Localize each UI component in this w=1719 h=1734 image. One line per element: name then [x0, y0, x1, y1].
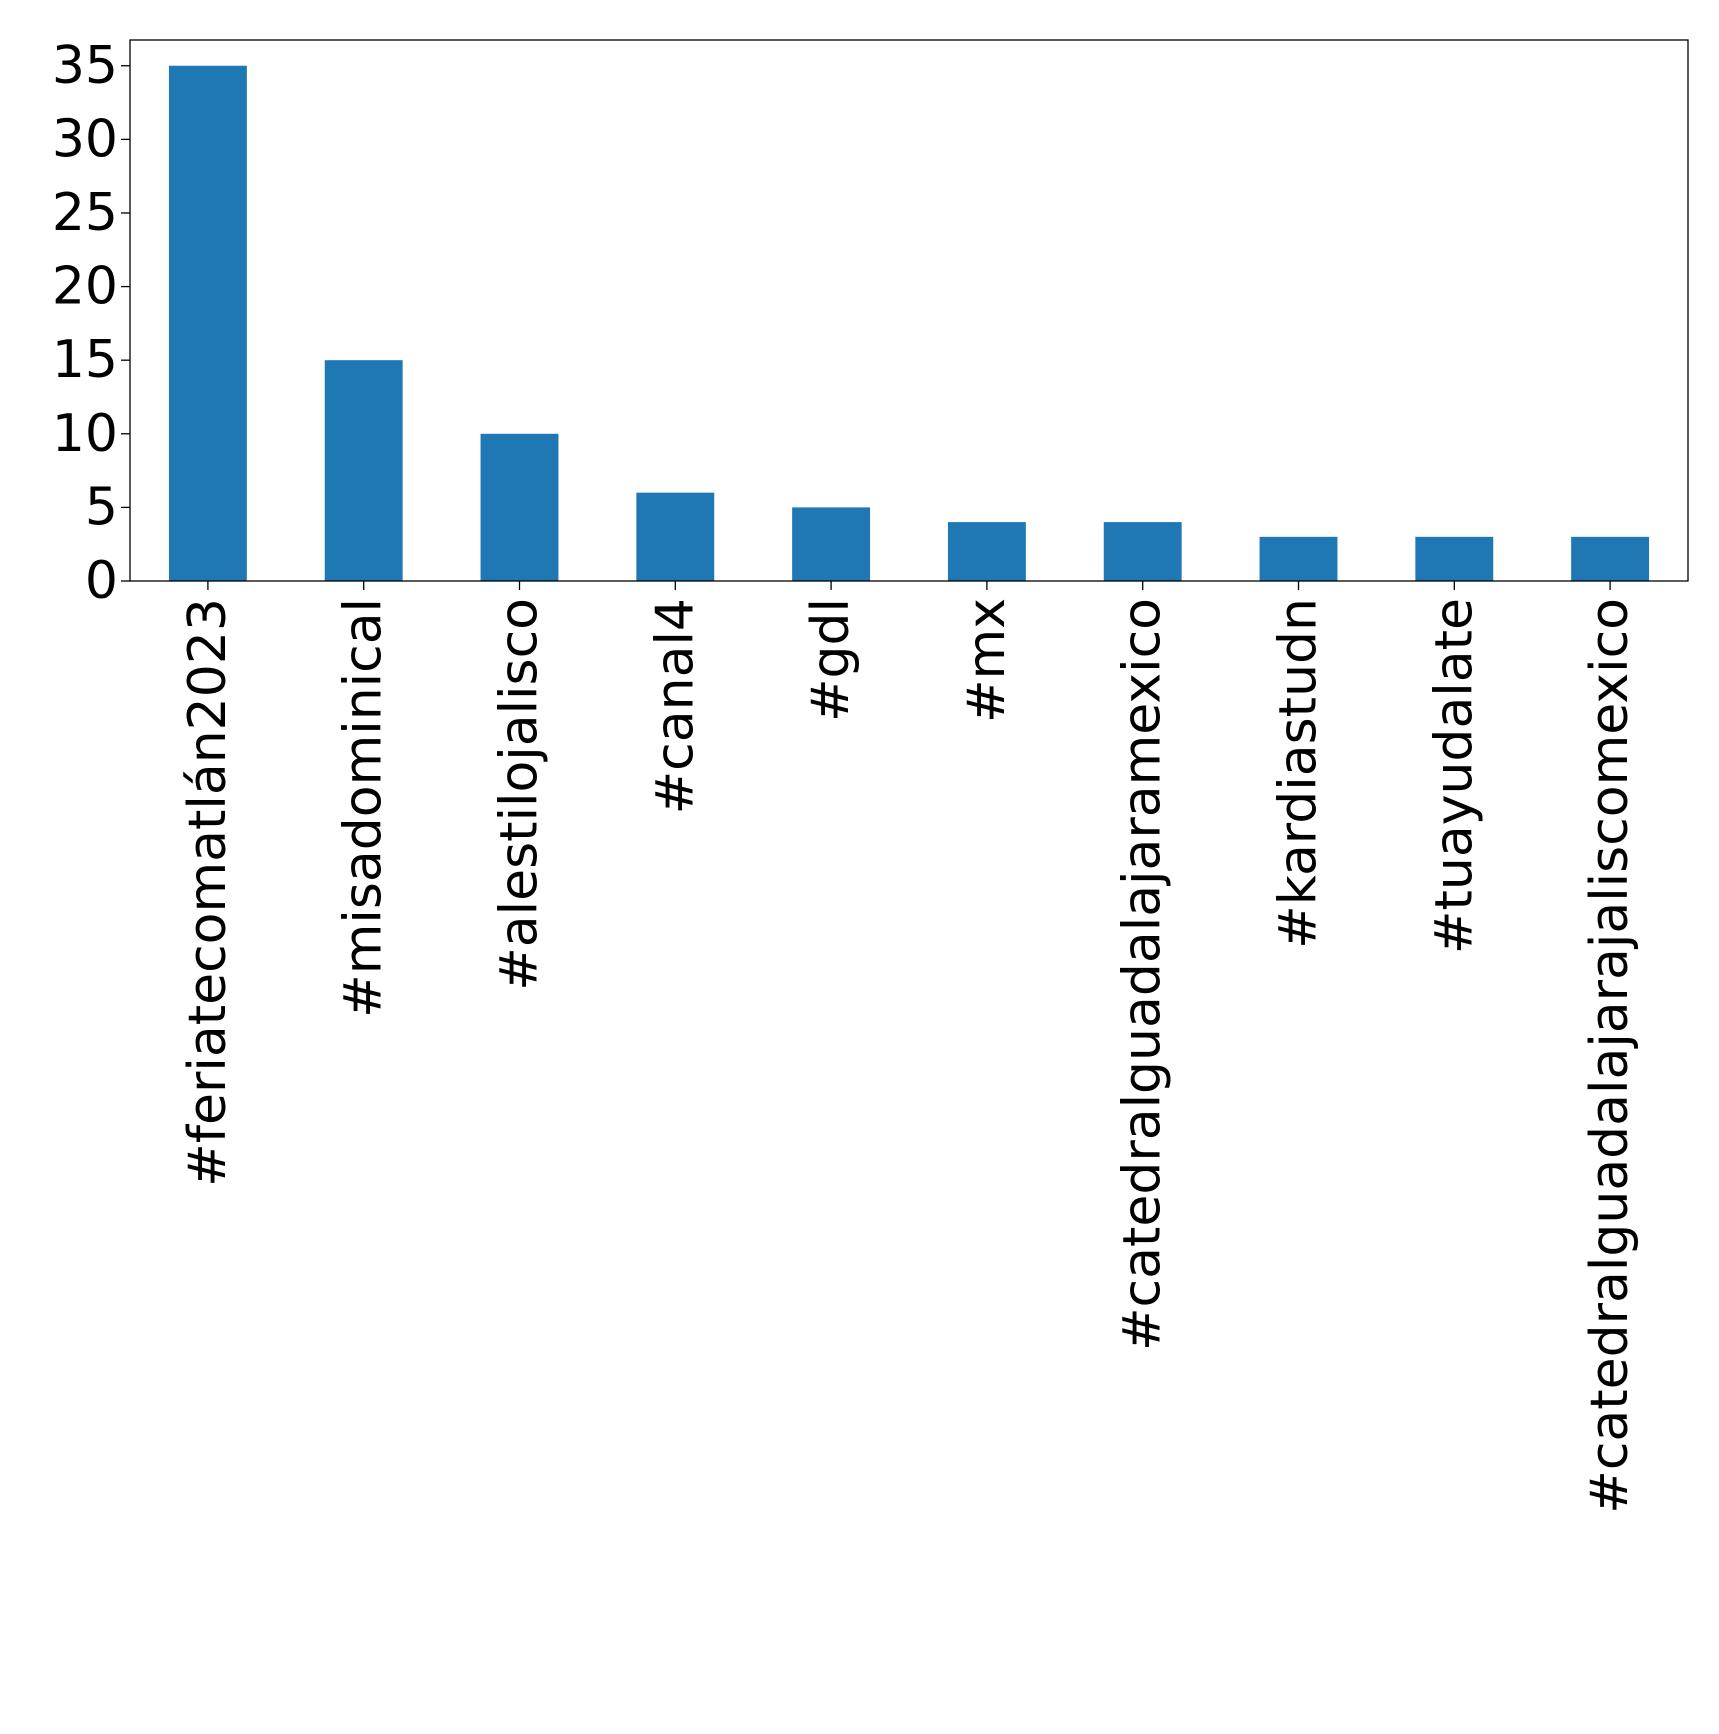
x-tick-label-9: #catedralguadalajarajaliscomexico — [1580, 598, 1640, 1514]
y-tick-label-6: 30 — [52, 109, 118, 169]
y-tick-label-0: 0 — [85, 551, 118, 611]
bar-4 — [792, 507, 871, 581]
x-tick-label-8: #tuayudalate — [1424, 598, 1484, 954]
x-tick-label-7: #kardiastudn — [1269, 598, 1329, 949]
bar-2 — [480, 433, 559, 581]
x-tick-label-4: #gdl — [801, 598, 861, 722]
x-tick-label-3: #canal4 — [645, 598, 705, 814]
x-axis: #feriatecomatlán2023 #misadominical #alest… — [178, 581, 1640, 1514]
y-axis: 0 5 10 15 20 25 30 35 — [52, 36, 130, 611]
x-tick-label-0: #feriatecomatlán2023 — [178, 598, 238, 1187]
y-tick-label-4: 20 — [52, 257, 118, 317]
bar-9 — [1571, 536, 1650, 581]
bars-layer — [168, 65, 1650, 581]
bar-3 — [636, 492, 715, 581]
bar-8 — [1415, 536, 1494, 581]
bar-5 — [947, 522, 1026, 581]
bar-0 — [168, 65, 247, 581]
y-tick-label-5: 25 — [52, 183, 118, 243]
bar-1 — [324, 360, 403, 581]
x-tick-label-5: #mx — [957, 598, 1017, 723]
x-tick-label-6: #catedralguadalajaramexico — [1113, 598, 1173, 1351]
bar-6 — [1103, 522, 1182, 581]
bar-7 — [1259, 536, 1338, 581]
y-tick-label-3: 15 — [52, 330, 118, 390]
y-tick-label-1: 5 — [85, 477, 118, 537]
y-tick-label-2: 10 — [52, 404, 118, 464]
plot-frame — [129, 39, 1689, 582]
x-tick-label-2: #alestilojalisco — [490, 598, 550, 991]
y-tick-label-7: 35 — [52, 36, 118, 96]
x-tick-label-1: #misadominical — [334, 598, 394, 1018]
